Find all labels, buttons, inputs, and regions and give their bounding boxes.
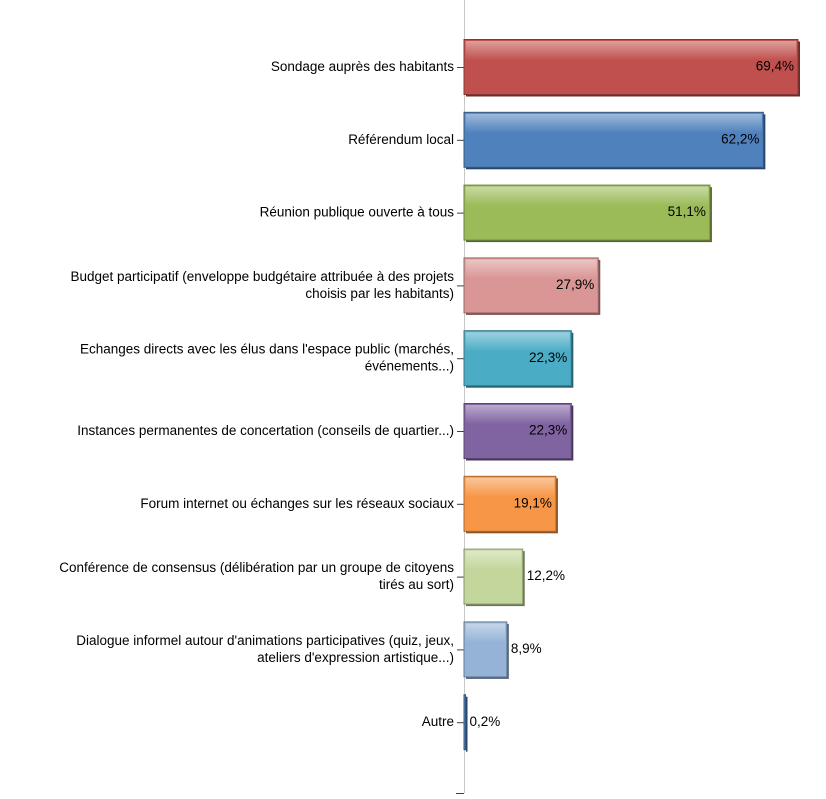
bar-group bbox=[463, 257, 601, 315]
category-label-line: événements...) bbox=[365, 358, 454, 373]
labels-layer: Sondage auprès des habitants 69,4% Référen… bbox=[59, 59, 794, 729]
category-label: Réunion publique ouverte à tous bbox=[260, 204, 455, 219]
category-label: Référendum local bbox=[348, 131, 454, 146]
data-label: 22,3% bbox=[529, 350, 567, 365]
category-label: Sondage auprès des habitants bbox=[271, 59, 454, 74]
bar-group bbox=[463, 694, 468, 752]
bar-bevel bbox=[465, 332, 570, 352]
category-label-line: Référendum local bbox=[348, 131, 454, 146]
category-label-line: Conférence de consensus (délibération pa… bbox=[59, 560, 454, 575]
category-label-line: tirés au sort) bbox=[379, 577, 454, 592]
category-label-line: Dialogue informel autour d'animations pa… bbox=[76, 632, 454, 647]
category-label: Forum internet ou échanges sur les résea… bbox=[140, 495, 454, 510]
bar-bevel bbox=[465, 41, 797, 61]
category-label: Instances permanentes de concertation (c… bbox=[77, 423, 454, 438]
bar-group bbox=[463, 548, 525, 607]
bar bbox=[463, 694, 466, 751]
category-label-line: ateliers d'expression artistique...) bbox=[257, 649, 454, 664]
data-label: 22,3% bbox=[529, 423, 567, 438]
bar-bevel bbox=[465, 477, 555, 498]
axis-layer bbox=[456, 0, 465, 794]
data-label: 27,9% bbox=[556, 277, 594, 292]
category-label-line: Réunion publique ouverte à tous bbox=[260, 204, 455, 219]
data-label: 69,4% bbox=[756, 59, 794, 74]
data-label: 62,2% bbox=[721, 131, 759, 146]
bar-shadow bbox=[466, 696, 468, 752]
data-label: 12,2% bbox=[527, 568, 565, 583]
bar-bevel bbox=[465, 623, 506, 643]
category-label-line: Sondage auprès des habitants bbox=[271, 59, 454, 74]
bar-group bbox=[463, 475, 558, 534]
data-label: 19,1% bbox=[514, 495, 552, 510]
category-label-line: Instances permanentes de concertation (c… bbox=[77, 423, 454, 438]
category-label: Budget participatif (enveloppe budgétair… bbox=[70, 268, 454, 300]
bar-group bbox=[463, 330, 574, 388]
data-label: 8,9% bbox=[511, 641, 542, 656]
category-label-line: choisis par les habitants) bbox=[305, 285, 454, 300]
category-label-line: Forum internet ou échanges sur les résea… bbox=[140, 495, 454, 510]
category-label: Autre bbox=[422, 714, 454, 729]
bars-layer bbox=[463, 39, 800, 752]
category-label-line: Budget participatif (enveloppe budgétair… bbox=[70, 268, 454, 283]
category-label-line: Autre bbox=[422, 714, 454, 729]
bar-group bbox=[463, 111, 766, 170]
category-label: Dialogue informel autour d'animations pa… bbox=[76, 632, 454, 664]
data-label: 0,2% bbox=[470, 714, 501, 729]
bar-group bbox=[463, 403, 574, 461]
data-label: 51,1% bbox=[668, 204, 706, 219]
bar-bevel bbox=[465, 259, 597, 279]
bar-group bbox=[463, 184, 712, 243]
bar-bevel bbox=[465, 113, 762, 134]
category-label: Conférence de consensus (délibération pa… bbox=[59, 560, 454, 592]
bar-group bbox=[463, 39, 800, 97]
category-label: Echanges directs avec les élus dans l'es… bbox=[80, 341, 454, 373]
bar-bevel bbox=[465, 405, 570, 425]
category-label-line: Echanges directs avec les élus dans l'es… bbox=[80, 341, 454, 356]
bar-bevel bbox=[465, 186, 709, 206]
bar-bevel bbox=[465, 550, 522, 570]
bar-group bbox=[463, 621, 509, 679]
